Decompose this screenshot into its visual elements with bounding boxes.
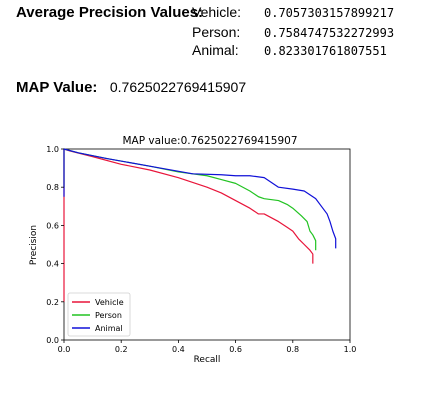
y-tick-label: 1.0 <box>46 145 59 154</box>
y-tick-label: 0.8 <box>46 183 59 192</box>
average-precision-title: Average Precision Values: <box>16 4 204 21</box>
ap-value-person: 0.7584747532272993 <box>264 26 395 40</box>
legend-label-vehicle: Vehicle <box>95 298 124 307</box>
ap-label-vehicle: Vehicle: <box>192 4 242 20</box>
x-tick-label: 0.0 <box>58 345 71 354</box>
series-line-person <box>63 148 317 251</box>
chart-svg: MAP value:0.7625022769415907 0.0 0.2 0.4 0.… <box>29 135 356 365</box>
y-axis-label: Precision <box>29 225 39 265</box>
axes-layer: 0.0 0.2 0.4 0.6 0.8 1.0 0.0 0.2 0.4 0.6 0.8 1.0 <box>46 145 356 354</box>
y-tick-label: 0.2 <box>46 298 59 307</box>
x-tick-label: 0.8 <box>286 345 299 354</box>
ap-value-animal: 0.823301761807551 <box>264 44 387 58</box>
series-line-animal <box>63 148 337 249</box>
ap-label-animal: Animal: <box>192 42 239 58</box>
y-tick-label: 0.4 <box>46 260 59 269</box>
x-tick-label: 0.6 <box>229 345 242 354</box>
series-layer <box>63 148 337 302</box>
map-value-number: 0.7625022769415907 <box>109 79 247 95</box>
legend-box <box>67 292 131 337</box>
legend: Vehicle Person Animal <box>67 292 131 337</box>
x-tick-label: 1.0 <box>344 345 357 354</box>
x-tick-label: 0.2 <box>115 345 128 354</box>
average-precision-block: Average Precision Values: Vehicle: 0.705… <box>16 4 436 64</box>
ap-value-vehicle: 0.7057303157899217 <box>264 6 395 20</box>
x-tick-label: 0.4 <box>172 345 185 354</box>
ap-label-person: Person: <box>192 24 241 40</box>
precision-recall-chart: MAP value:0.7625022769415907 0.0 0.2 0.4 0.… <box>0 128 447 401</box>
legend-label-person: Person <box>95 311 122 320</box>
y-tick-label: 0.0 <box>46 336 59 345</box>
x-axis-label: Recall <box>194 355 221 365</box>
map-value-line: MAP Value: 0.7625022769415907 <box>16 79 246 97</box>
y-tick-label: 0.6 <box>46 221 59 230</box>
series-line-vehicle <box>63 148 314 302</box>
map-value-label: MAP Value: <box>16 79 98 96</box>
chart-title: MAP value:0.7625022769415907 <box>122 135 297 147</box>
legend-label-animal: Animal <box>95 324 123 333</box>
